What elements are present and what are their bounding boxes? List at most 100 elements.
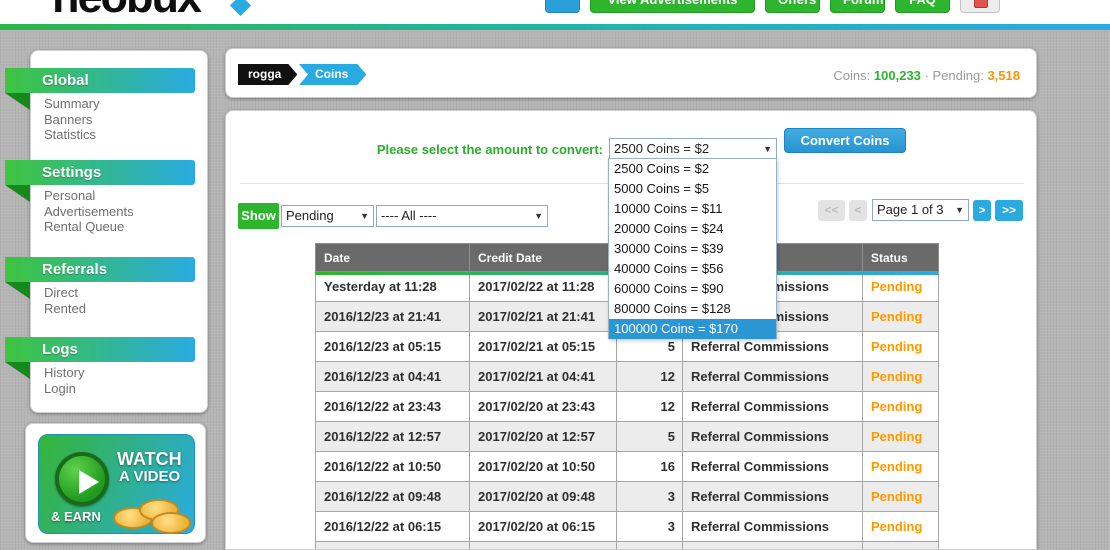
cell-date: 2016/12/23 at 04:41 xyxy=(315,361,470,392)
dropdown-option[interactable]: 20000 Coins = $24 xyxy=(614,221,724,236)
table-row: 2016/12/22 at 01:372017/02/20 at 01:373R… xyxy=(315,541,939,549)
cell-amount: 12 xyxy=(616,361,683,392)
chevron-down-icon: ▼ xyxy=(763,143,772,154)
cell-date: 2016/12/22 at 06:15 xyxy=(315,511,470,542)
logo-diamond-icon xyxy=(229,0,252,17)
table-row: 2016/12/22 at 23:43 2017/02/20 at 23:43 12… xyxy=(315,391,939,422)
sidebar-links-logs: History Login xyxy=(44,365,84,396)
cell-status: Pending xyxy=(862,391,939,422)
cell-status: Pending xyxy=(862,361,939,392)
cell-credit-date: 2017/02/20 at 01:37 xyxy=(469,541,617,549)
dropdown-option[interactable]: 2500 Coins = $2 xyxy=(614,161,710,176)
cell-credit-date: 2017/02/20 at 09:48 xyxy=(469,481,617,512)
sidebar-item-advertisements[interactable]: Advertisements xyxy=(44,203,134,219)
convert-amount-select[interactable]: 2500 Coins = $2 ▼ xyxy=(609,138,777,159)
nav-button-view-advertisements[interactable]: View Advertisements xyxy=(590,0,755,13)
table-row: 2016/12/22 at 10:50 2017/02/20 at 10:50 16… xyxy=(315,451,939,482)
sidebar-item-history[interactable]: History xyxy=(44,365,85,380)
video-banner-line2: A VIDEO xyxy=(119,468,181,485)
logout-button[interactable] xyxy=(960,0,1000,13)
cell-credit-date: 2017/02/20 at 06:15 xyxy=(469,511,617,542)
cell-status: Pending xyxy=(862,511,939,542)
pagination-last-button[interactable]: >> xyxy=(995,200,1023,221)
table-row: 2016/12/23 at 04:41 2017/02/21 at 04:41 12… xyxy=(315,361,939,392)
stats-separator: · xyxy=(924,68,929,83)
cell-date: 2016/12/22 at 12:57 xyxy=(315,421,470,452)
sidebar-section-global: Global xyxy=(5,68,195,93)
cell-date: 2016/12/23 at 21:41 xyxy=(315,301,470,332)
dropdown-option[interactable]: 10000 Coins = $11 xyxy=(614,201,723,216)
coins-value: 100,233 xyxy=(873,68,921,83)
sidebar-item-personal[interactable]: Personal xyxy=(44,188,96,203)
nav-button-faq[interactable]: FAQ xyxy=(895,0,950,13)
coins-label: Coins: xyxy=(833,68,871,83)
cell-type: Referral Commissions xyxy=(682,481,863,512)
sidebar-section-referrals: Referrals xyxy=(5,257,195,282)
table-row: 2016/12/22 at 12:57 2017/02/20 at 12:57 5 R… xyxy=(315,421,939,452)
nav-button-forum[interactable]: Forum xyxy=(830,0,885,13)
ribbon-fold-icon xyxy=(5,93,30,110)
dropdown-option[interactable]: 30000 Coins = $39 xyxy=(614,241,724,256)
cell-amount: 16 xyxy=(616,451,683,482)
cell-status: Pending xyxy=(862,271,939,302)
video-banner-graphic: WATCH A VIDEO & EARN xyxy=(38,434,195,534)
cell-credit-date: 2017/02/22 at 11:28 xyxy=(469,271,617,302)
coins-stats: Coins: 100,233 · Pending: 3,518 xyxy=(833,68,1020,83)
dropdown-option[interactable]: 80000 Coins = $128 xyxy=(614,301,731,316)
cell-type: Referral Commissions xyxy=(682,541,863,549)
cell-type: Referral Commissions xyxy=(682,511,863,542)
sidebar-section-logs: Logs xyxy=(5,337,195,362)
dropdown-option-highlighted[interactable]: 100000 Coins = $170 xyxy=(609,319,776,339)
sidebar-item-rental-queue[interactable]: Rental Queue xyxy=(44,219,125,234)
pending-label: Pending: xyxy=(932,68,984,83)
logo[interactable]: neobux xyxy=(52,0,252,23)
dropdown-option[interactable]: 5000 Coins = $5 xyxy=(614,181,710,196)
cell-credit-date: 2017/02/20 at 23:43 xyxy=(469,391,617,422)
pagination-next-button[interactable]: > xyxy=(973,200,991,221)
cell-date: 2016/12/22 at 09:48 xyxy=(315,481,470,512)
header-accent-bar xyxy=(0,24,1110,30)
cell-type: Referral Commissions xyxy=(682,391,863,422)
nav-button-fragment[interactable] xyxy=(545,0,580,13)
cell-date: 2016/12/23 at 05:15 xyxy=(315,331,470,362)
cell-amount: 12 xyxy=(616,391,683,422)
cell-status: Pending xyxy=(862,301,939,332)
sidebar-item-summary[interactable]: Summary xyxy=(44,96,100,111)
cell-status: Pending xyxy=(862,421,939,452)
dropdown-option[interactable]: 60000 Coins = $90 xyxy=(614,281,724,296)
cell-date: 2016/12/22 at 01:37 xyxy=(315,541,470,549)
convert-label: Please select the amount to convert: xyxy=(376,142,603,157)
category-filter-select[interactable]: ---- All ---- ▼ xyxy=(376,205,548,227)
top-header: neobux View Advertisements Offers Forum … xyxy=(0,0,1110,24)
cell-credit-date: 2017/02/21 at 04:41 xyxy=(469,361,617,392)
sidebar-item-statistics[interactable]: Statistics xyxy=(44,127,97,142)
sidebar-item-rented[interactable]: Rented xyxy=(44,300,86,316)
pagination-first-button[interactable]: << xyxy=(818,200,845,221)
breadcrumb-page-tag[interactable]: Coins xyxy=(299,64,366,85)
cell-credit-date: 2017/02/21 at 05:15 xyxy=(469,331,617,362)
cell-credit-date: 2017/02/21 at 21:41 xyxy=(469,301,617,332)
transactions-table-wrap: Date Credit Date Status Yesterday at 11:… xyxy=(315,243,939,549)
sidebar-section-settings: Settings xyxy=(5,160,195,185)
status-filter-select[interactable]: Pending ▼ xyxy=(281,205,374,227)
col-header-credit-date: Credit Date xyxy=(469,243,617,272)
convert-amount-value: 2500 Coins = $2 xyxy=(614,141,710,156)
convert-options-dropdown: 2500 Coins = $2 5000 Coins = $5 10000 Co… xyxy=(608,158,777,339)
chevron-down-icon: ▼ xyxy=(534,210,543,221)
cell-amount: 3 xyxy=(616,541,683,549)
dropdown-option[interactable]: 40000 Coins = $56 xyxy=(614,261,724,276)
watch-video-banner[interactable]: WATCH A VIDEO & EARN xyxy=(25,423,206,543)
breadcrumb-user-tag[interactable]: rogga xyxy=(238,64,297,85)
ribbon-fold-icon xyxy=(5,185,30,202)
table-row: 2016/12/22 at 09:48 2017/02/20 at 09:48 3 R… xyxy=(315,481,939,512)
sidebar-item-direct[interactable]: Direct xyxy=(44,285,78,300)
sidebar-item-banners[interactable]: Banners xyxy=(44,111,93,127)
sidebar-item-login[interactable]: Login xyxy=(44,380,76,396)
pagination-prev-button[interactable]: < xyxy=(849,200,867,221)
convert-coins-button[interactable]: Convert Coins xyxy=(784,128,906,153)
cell-amount: 5 xyxy=(616,421,683,452)
nav-button-offers[interactable]: Offers xyxy=(765,0,820,13)
page-select[interactable]: Page 1 of 3 ▼ xyxy=(872,199,969,221)
cell-credit-date: 2017/02/20 at 12:57 xyxy=(469,421,617,452)
transactions-table: Date Credit Date Status Yesterday at 11:… xyxy=(315,243,939,549)
